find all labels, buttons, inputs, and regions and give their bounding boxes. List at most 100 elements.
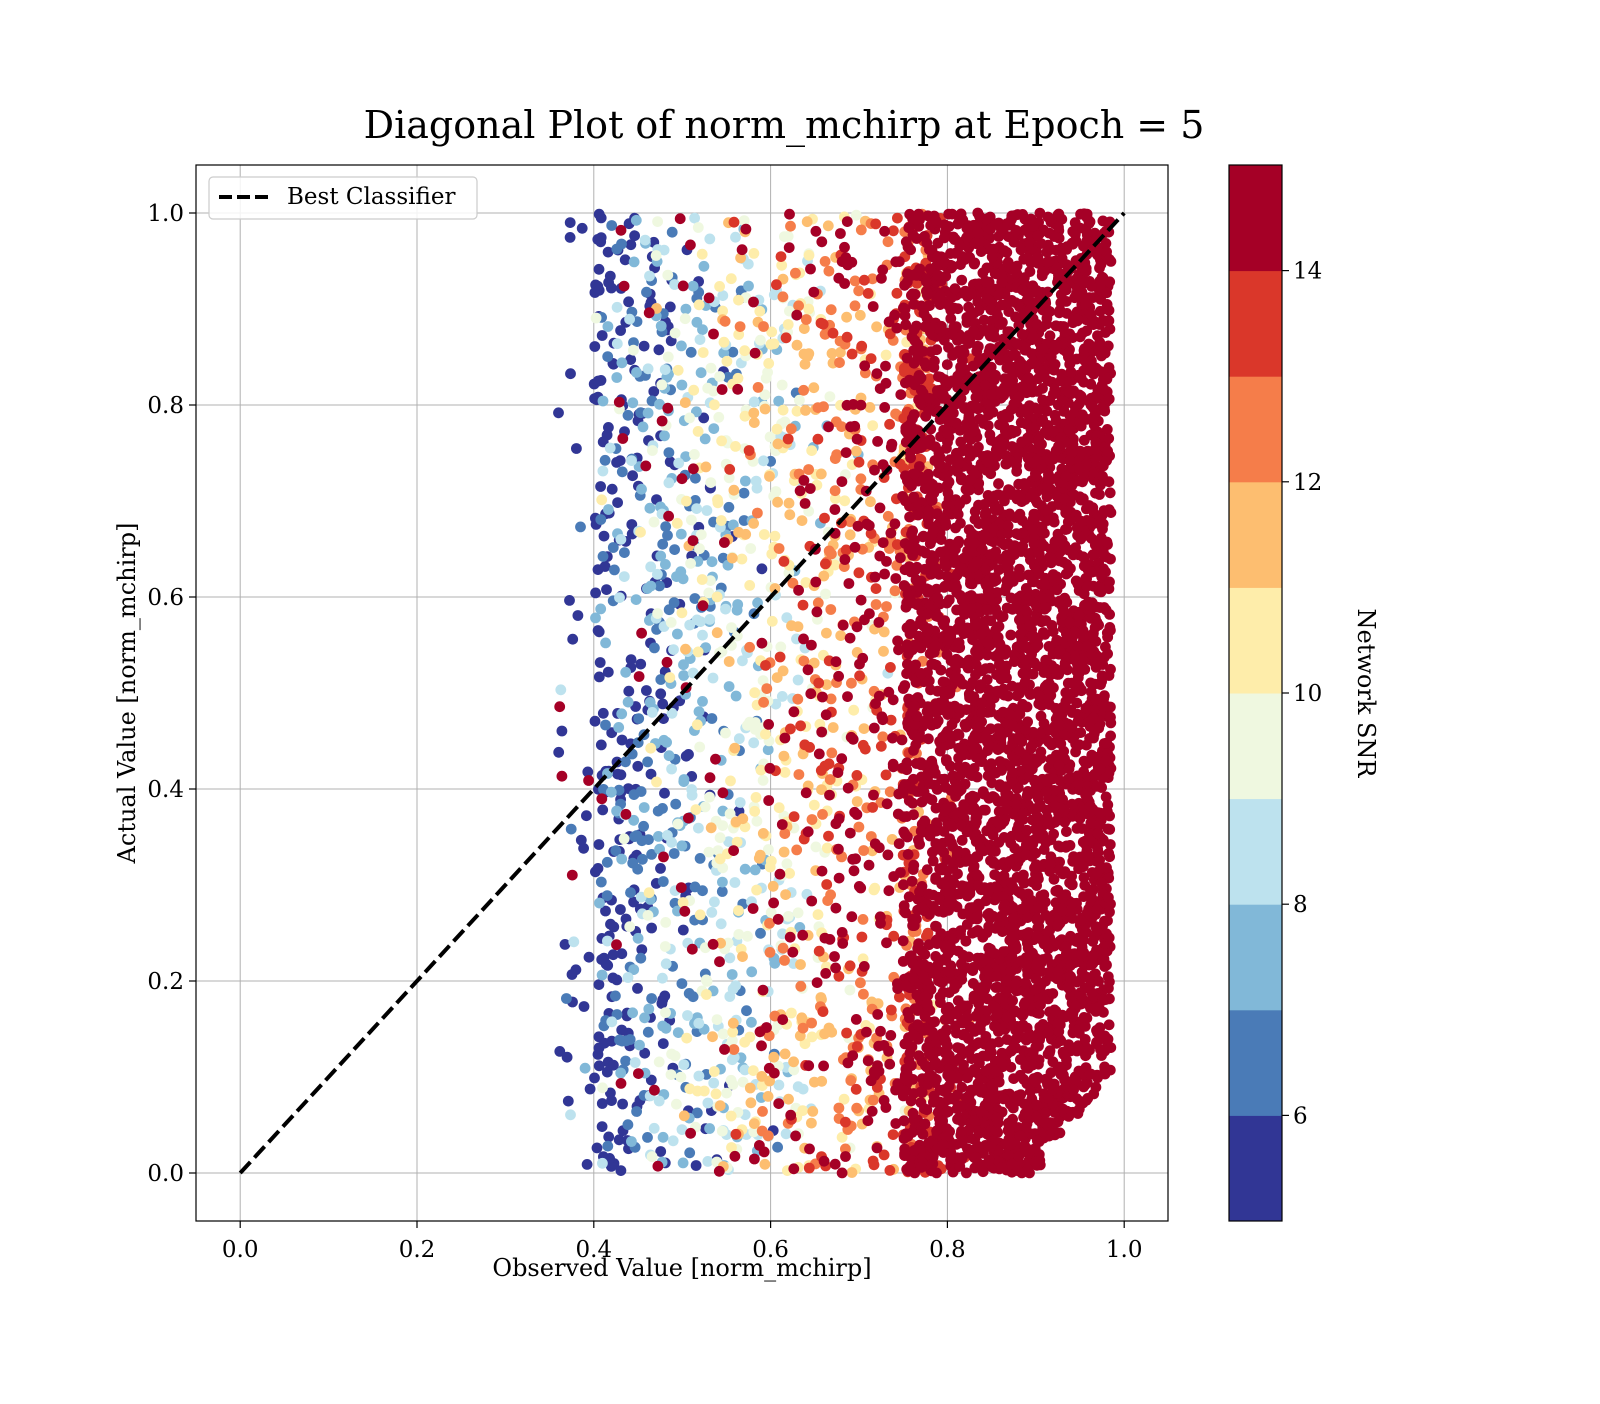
scatter-point (715, 1100, 726, 1111)
scatter-point (778, 943, 789, 954)
scatter-point (585, 1084, 596, 1095)
scatter-point (790, 1131, 801, 1142)
scatter-point (783, 319, 794, 330)
scatter-point (740, 476, 751, 487)
scatter-point (675, 213, 686, 224)
scatter-point (603, 667, 614, 678)
scatter-point (854, 670, 865, 681)
scatter-point (725, 776, 736, 787)
scatter-point (839, 278, 850, 289)
scatter-point (774, 1080, 785, 1091)
scatter-point (631, 367, 642, 378)
scatter-point (701, 975, 712, 986)
scatter-point (655, 688, 666, 699)
scatter-point (657, 416, 668, 427)
scatter-point (669, 597, 680, 608)
scatter-point (619, 571, 630, 582)
scatter-point (816, 318, 827, 329)
scatter-point (863, 1115, 874, 1126)
scatter-point (1028, 357, 1039, 368)
scatter-point (760, 1159, 771, 1170)
scatter-point (732, 605, 743, 616)
scatter-point (720, 316, 731, 327)
scatter-point (562, 1052, 573, 1063)
scatter-point (779, 556, 790, 567)
scatter-point (784, 209, 795, 220)
scatter-point (750, 865, 761, 876)
scatter-point (744, 580, 755, 591)
scatter-point (696, 367, 707, 378)
scatter-point (746, 1017, 757, 1028)
scatter-point (706, 363, 717, 374)
scatter-point (653, 1161, 664, 1172)
scatter-point (819, 1156, 830, 1167)
scatter-point (704, 614, 715, 625)
scatter-point (834, 873, 845, 884)
scatter-point (668, 1135, 679, 1146)
scatter-point (845, 421, 856, 432)
scatter-point (597, 970, 608, 981)
scatter-point (890, 585, 901, 596)
scatter-point (783, 911, 794, 922)
scatter-point (744, 445, 755, 456)
scatter-point (877, 731, 888, 742)
scatter-point (990, 370, 1001, 381)
scatter-point (807, 1106, 818, 1117)
scatter-point (758, 321, 769, 332)
scatter-point (598, 396, 609, 407)
scatter-point (555, 684, 566, 695)
scatter-point (691, 1160, 702, 1171)
scatter-point (1088, 549, 1099, 560)
scatter-point (1006, 1046, 1017, 1057)
scatter-point (685, 1128, 696, 1139)
scatter-point (729, 217, 740, 228)
scatter-point (694, 742, 705, 753)
scatter-point (671, 1099, 682, 1110)
scatter-point (697, 630, 708, 641)
scatter-point (670, 328, 681, 339)
scatter-point (758, 985, 769, 996)
scatter-point (717, 384, 728, 395)
scatter-point (717, 820, 728, 831)
scatter-point (839, 242, 850, 253)
scatter-point (596, 375, 607, 386)
scatter-point (631, 594, 642, 605)
scatter-point (708, 673, 719, 684)
scatter-point (798, 385, 809, 396)
scatter-point (658, 876, 669, 887)
scatter-point (662, 657, 673, 668)
scatter-point (830, 504, 841, 515)
scatter-point (748, 737, 759, 748)
scatter-point (673, 365, 684, 376)
scatter-point (589, 1073, 600, 1084)
scatter-point (608, 973, 619, 984)
scatter-point (681, 496, 692, 507)
scatter-point (612, 338, 623, 349)
scatter-point (1099, 406, 1110, 417)
scatter-point (748, 408, 759, 419)
scatter-point (826, 748, 837, 759)
scatter-point (731, 1129, 742, 1140)
scatter-point (662, 830, 673, 841)
scatter-point (993, 478, 1004, 489)
scatter-point (595, 514, 606, 525)
scatter-point (794, 395, 805, 406)
scatter-point (813, 598, 824, 609)
scatter-point (553, 747, 564, 758)
scatter-point (684, 413, 695, 424)
scatter-point (621, 809, 632, 820)
scatter-point (594, 979, 605, 990)
scatter-point (777, 691, 788, 702)
scatter-point (775, 652, 786, 663)
scatter-point (561, 993, 572, 1004)
scatter-point (1105, 1065, 1116, 1076)
scatter-point (890, 518, 901, 529)
scatter-point (565, 1109, 576, 1120)
scatter-point (594, 264, 605, 275)
scatter-point (688, 385, 699, 396)
scatter-point (617, 433, 628, 444)
scatter-point (765, 947, 776, 958)
scatter-point (666, 617, 677, 628)
scatter-point (623, 1119, 634, 1130)
scatter-point (737, 244, 748, 255)
